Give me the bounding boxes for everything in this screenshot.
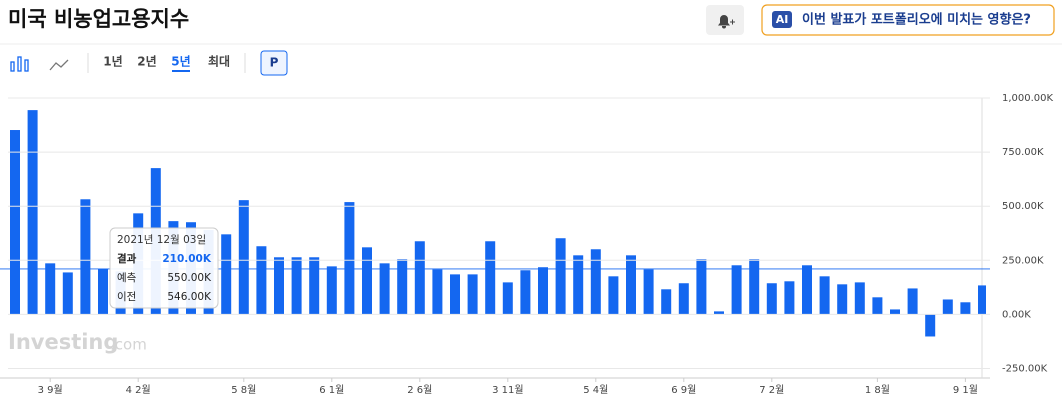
tooltip-label: 결과 bbox=[117, 252, 137, 265]
bar bbox=[467, 274, 478, 315]
bar bbox=[784, 281, 795, 315]
tooltip-label: 이전 bbox=[117, 291, 136, 303]
tooltip-value: 550.00K bbox=[167, 272, 212, 284]
x-tick-label: 2 6월 bbox=[407, 384, 432, 396]
ai-button[interactable] bbox=[761, 4, 1055, 36]
x-tick-label: 3 9월 bbox=[38, 384, 63, 396]
bar bbox=[414, 241, 425, 315]
bar bbox=[45, 263, 56, 315]
bar bbox=[590, 249, 601, 315]
x-tick-label: 1 8월 bbox=[865, 384, 890, 396]
x-tick-label: 7 2월 bbox=[759, 384, 784, 396]
bar bbox=[573, 255, 584, 315]
bar bbox=[907, 288, 918, 315]
bar bbox=[98, 268, 108, 315]
bar bbox=[925, 314, 936, 337]
y-tick-label: 750.00K bbox=[1002, 147, 1044, 158]
bar bbox=[837, 284, 848, 315]
x-tick-label: 9 1월 bbox=[953, 384, 978, 396]
bar bbox=[80, 199, 91, 315]
bar bbox=[678, 283, 689, 315]
line-chart-icon[interactable] bbox=[49, 59, 69, 71]
bar bbox=[502, 282, 513, 315]
bar bbox=[714, 311, 724, 315]
bar bbox=[960, 302, 971, 315]
tooltip-value: 546.00K bbox=[167, 291, 212, 303]
bar bbox=[766, 283, 777, 315]
p-button[interactable] bbox=[260, 50, 288, 76]
bar bbox=[608, 276, 619, 315]
bell-icon bbox=[718, 15, 735, 29]
x-tick-label: 4 2월 bbox=[126, 384, 151, 396]
bar bbox=[749, 259, 760, 315]
bar bbox=[62, 272, 73, 315]
watermark: Investing bbox=[8, 330, 118, 354]
bar bbox=[626, 255, 636, 315]
y-tick-label: -250.00K bbox=[1002, 364, 1048, 375]
bar bbox=[326, 266, 337, 315]
y-tick-label: 0.00K bbox=[1002, 309, 1031, 320]
bar bbox=[872, 297, 883, 315]
bar bbox=[942, 299, 953, 315]
range-button[interactable]: 5년 bbox=[171, 55, 190, 69]
bar bbox=[309, 257, 320, 315]
bar bbox=[10, 130, 20, 315]
ai-badge-bg bbox=[772, 11, 792, 28]
bar bbox=[379, 263, 390, 315]
y-tick-label: 1,000.00K bbox=[1002, 93, 1054, 104]
bar bbox=[643, 269, 654, 315]
ai-prompt: 이번 발표가 포트폴리오에 미치는 영향은? bbox=[802, 12, 1031, 28]
bar bbox=[978, 285, 986, 315]
tooltip-value: 210.00K bbox=[162, 253, 212, 265]
y-tick-label: 500.00K bbox=[1002, 201, 1044, 212]
x-tick-label: 6 9월 bbox=[671, 384, 696, 396]
bar bbox=[485, 241, 496, 315]
ai-badge: AI bbox=[776, 13, 789, 26]
bar bbox=[890, 309, 900, 315]
bar bbox=[397, 259, 408, 315]
bar-chart-icon[interactable] bbox=[10, 56, 29, 72]
x-tick-label: 5 8월 bbox=[231, 384, 256, 396]
y-tick-label: 250.00K bbox=[1002, 255, 1044, 266]
range-button[interactable]: 최대 bbox=[208, 54, 230, 69]
bar bbox=[854, 282, 865, 315]
bar bbox=[238, 200, 249, 315]
bar bbox=[661, 289, 672, 315]
tooltip-box bbox=[109, 227, 219, 309]
bar bbox=[696, 259, 707, 315]
range-button[interactable]: 1년 bbox=[103, 55, 122, 69]
bar bbox=[555, 238, 566, 315]
bar bbox=[221, 234, 232, 315]
bar bbox=[520, 270, 531, 315]
bar bbox=[274, 257, 284, 315]
p-button-label: P bbox=[270, 56, 279, 70]
bar bbox=[432, 269, 443, 315]
bar bbox=[538, 267, 548, 315]
x-tick-label: 6 1월 bbox=[319, 384, 344, 396]
bar bbox=[731, 265, 742, 315]
bar bbox=[291, 257, 302, 315]
x-tick-label: 3 11월 bbox=[492, 384, 523, 396]
title: 미국 비농업고용지수 bbox=[8, 7, 189, 31]
range-button[interactable]: 2년 bbox=[137, 55, 156, 69]
bar bbox=[802, 265, 812, 315]
tooltip-label: 예측 bbox=[117, 271, 137, 284]
bar bbox=[819, 276, 830, 315]
watermark: .com bbox=[110, 336, 147, 354]
bar bbox=[450, 274, 460, 315]
bar bbox=[256, 246, 267, 315]
bar bbox=[344, 202, 355, 315]
tooltip-date: 2021년 12월 03일 bbox=[117, 233, 206, 246]
x-tick-label: 5 4월 bbox=[583, 384, 608, 396]
bar bbox=[362, 247, 372, 315]
bar bbox=[27, 110, 38, 315]
